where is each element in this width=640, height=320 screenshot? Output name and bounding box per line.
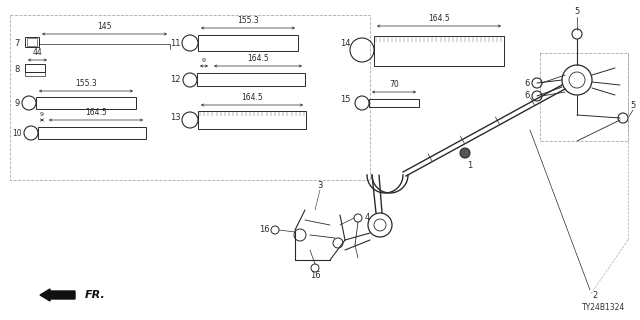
Text: 5: 5 xyxy=(574,7,580,17)
Text: 164.5: 164.5 xyxy=(247,54,269,63)
Text: 164.5: 164.5 xyxy=(85,108,107,117)
Text: 164.5: 164.5 xyxy=(428,14,450,23)
Text: 7: 7 xyxy=(14,38,20,47)
Text: FR.: FR. xyxy=(85,290,106,300)
Text: 9: 9 xyxy=(40,112,44,117)
Text: 16: 16 xyxy=(259,226,270,235)
Text: 9: 9 xyxy=(202,58,206,63)
Bar xyxy=(10,15,370,180)
Text: 5: 5 xyxy=(630,100,636,109)
Bar xyxy=(369,99,419,107)
Bar xyxy=(25,64,45,72)
Text: 145: 145 xyxy=(97,22,112,31)
Text: 16: 16 xyxy=(310,270,320,279)
Circle shape xyxy=(460,148,470,158)
Text: 13: 13 xyxy=(170,114,180,123)
Text: 3: 3 xyxy=(317,180,323,189)
Text: 2: 2 xyxy=(592,291,597,300)
Bar xyxy=(198,35,298,51)
Bar xyxy=(25,72,45,76)
Text: 70: 70 xyxy=(389,80,399,89)
Text: 15: 15 xyxy=(340,95,350,105)
Bar xyxy=(540,53,628,141)
Text: 155.3: 155.3 xyxy=(75,79,97,88)
Text: 10: 10 xyxy=(12,129,22,138)
Text: 14: 14 xyxy=(340,38,350,47)
FancyArrow shape xyxy=(40,289,75,301)
Bar xyxy=(374,36,504,66)
Bar xyxy=(197,73,305,86)
Text: 9: 9 xyxy=(14,99,20,108)
Text: 164.5: 164.5 xyxy=(241,93,263,102)
Bar xyxy=(198,111,306,129)
Text: 11: 11 xyxy=(170,38,180,47)
Bar xyxy=(38,127,146,139)
Text: 1: 1 xyxy=(467,161,472,170)
Text: 155.3: 155.3 xyxy=(237,16,259,25)
Text: 12: 12 xyxy=(170,76,180,84)
Text: TY24B1324: TY24B1324 xyxy=(582,303,625,312)
Bar xyxy=(36,97,136,109)
Text: 4: 4 xyxy=(365,213,371,222)
Text: 6: 6 xyxy=(524,92,530,100)
Bar xyxy=(27,38,37,46)
Bar xyxy=(25,37,39,47)
Text: 6: 6 xyxy=(524,78,530,87)
Text: 44: 44 xyxy=(33,48,42,57)
Text: 8: 8 xyxy=(14,66,20,75)
